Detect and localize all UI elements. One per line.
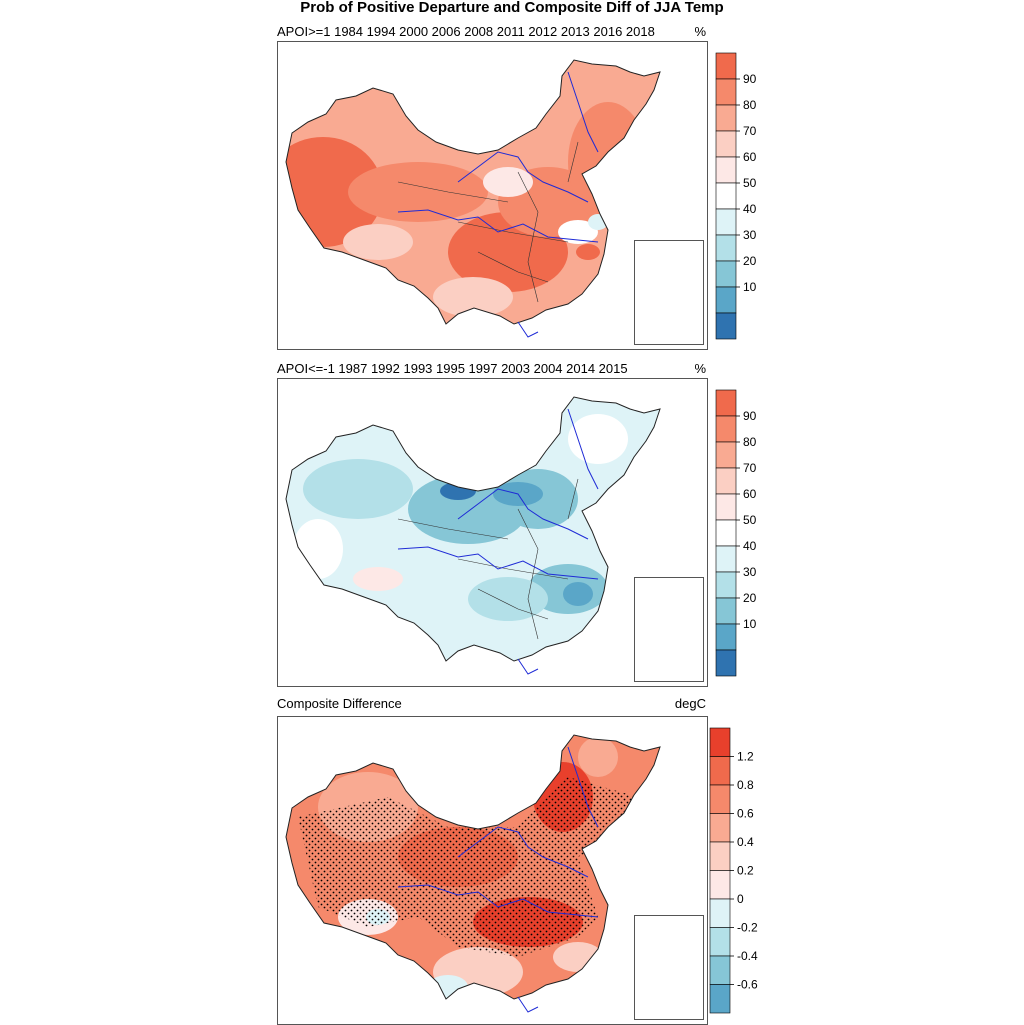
colorbar-tick-label: 70 bbox=[743, 461, 757, 475]
colorbar-tick-label: 50 bbox=[743, 513, 757, 527]
colorbar-segment bbox=[715, 234, 737, 262]
colorbar-segment bbox=[715, 415, 737, 443]
colorbar-segment bbox=[715, 545, 737, 573]
colorbar-tick-label: 40 bbox=[743, 539, 757, 553]
colorbar-tick-label: 0.4 bbox=[737, 835, 754, 849]
colorbar-segment bbox=[715, 493, 737, 521]
colorbar-segment bbox=[709, 927, 731, 957]
middle-south-sea-inset bbox=[634, 577, 704, 682]
colorbar-tick-label: 70 bbox=[743, 124, 757, 138]
colorbar-tick-label: -0.6 bbox=[737, 978, 758, 992]
colorbar-segment bbox=[715, 312, 737, 340]
colorbar-tick-label: 30 bbox=[743, 565, 757, 579]
top-colorbar: 90 80 70 60 50 40 30 20 10 bbox=[715, 52, 766, 340]
top-colorbar-svg: 90 80 70 60 50 40 30 20 10 bbox=[715, 52, 757, 340]
colorbar-tick-label: 0.8 bbox=[737, 778, 754, 792]
colorbar-tick-label: 10 bbox=[743, 280, 757, 294]
colorbar-tick-label: 20 bbox=[743, 591, 757, 605]
colorbar-segment bbox=[709, 813, 731, 843]
middle-panel-unit: % bbox=[694, 361, 706, 376]
colorbar-tick-label: 90 bbox=[743, 72, 757, 86]
top-panel-title: APOI>=1 1984 1994 2000 2006 2008 2011 20… bbox=[277, 24, 655, 39]
colorbar-segment bbox=[715, 519, 737, 547]
colorbar-tick-label: -0.2 bbox=[737, 921, 758, 935]
middle-colorbar: 90 80 70 60 50 40 30 20 10 bbox=[715, 389, 766, 677]
colorbar-segment bbox=[709, 898, 731, 928]
top-south-sea-inset bbox=[634, 240, 704, 345]
colorbar-segment bbox=[709, 784, 731, 814]
colorbar-segment bbox=[715, 52, 737, 80]
top-map bbox=[285, 59, 661, 338]
colorbar-segment bbox=[709, 756, 731, 786]
colorbar-tick-label: 0 bbox=[737, 892, 744, 906]
colorbar-tick-label: 50 bbox=[743, 176, 757, 190]
colorbar-segment bbox=[715, 571, 737, 599]
colorbar-segment bbox=[715, 260, 737, 288]
bottom-panel-unit: degC bbox=[674, 696, 706, 711]
colorbar-tick-label: 80 bbox=[743, 98, 757, 112]
colorbar-segment bbox=[715, 78, 737, 106]
top-map-panel bbox=[277, 41, 708, 350]
colorbar-segment bbox=[715, 597, 737, 625]
colorbar-segment bbox=[715, 208, 737, 236]
colorbar-tick-label: 0.2 bbox=[737, 864, 754, 878]
middle-map-panel bbox=[277, 378, 708, 687]
bottom-south-sea-inset bbox=[634, 915, 704, 1020]
colorbar-segment bbox=[715, 182, 737, 210]
colorbar-segment bbox=[715, 441, 737, 469]
colorbar-tick-label: 80 bbox=[743, 435, 757, 449]
colorbar-segment bbox=[715, 467, 737, 495]
colorbar-tick-label: 30 bbox=[743, 228, 757, 242]
colorbar-tick-label: 10 bbox=[743, 617, 757, 631]
bottom-map-panel bbox=[277, 716, 708, 1025]
colorbar-segment bbox=[715, 623, 737, 651]
bottom-map bbox=[285, 734, 661, 1013]
colorbar-segment bbox=[715, 156, 737, 184]
top-panel-unit: % bbox=[694, 24, 706, 39]
colorbar-tick-label: -0.4 bbox=[737, 949, 758, 963]
colorbar-segment bbox=[709, 984, 731, 1014]
bottom-panel-title: Composite Difference bbox=[277, 696, 402, 711]
colorbar-segment bbox=[709, 955, 731, 985]
colorbar-tick-label: 90 bbox=[743, 409, 757, 423]
colorbar-segment bbox=[715, 649, 737, 677]
bottom-colorbar-svg: 1.2 0.8 0.6 0.4 0.2 0 -0.2 -0.4 -0.6 bbox=[709, 727, 758, 1014]
middle-panel-title: APOI<=-1 1987 1992 1993 1995 1997 2003 2… bbox=[277, 361, 628, 376]
colorbar-segment bbox=[715, 104, 737, 132]
colorbar-tick-label: 20 bbox=[743, 254, 757, 268]
colorbar-tick-label: 60 bbox=[743, 150, 757, 164]
figure-title: Prob of Positive Departure and Composite… bbox=[300, 0, 724, 16]
bottom-colorbar: 1.2 0.8 0.6 0.4 0.2 0 -0.2 -0.4 -0.6 bbox=[709, 727, 760, 1014]
middle-map bbox=[285, 396, 661, 675]
middle-colorbar-svg: 90 80 70 60 50 40 30 20 10 bbox=[715, 389, 757, 677]
colorbar-segment bbox=[709, 870, 731, 900]
colorbar-segment bbox=[709, 841, 731, 871]
colorbar-segment bbox=[709, 727, 731, 757]
colorbar-tick-label: 40 bbox=[743, 202, 757, 216]
colorbar-tick-label: 60 bbox=[743, 487, 757, 501]
colorbar-tick-label: 0.6 bbox=[737, 807, 754, 821]
colorbar-segment bbox=[715, 130, 737, 158]
colorbar-tick-label: 1.2 bbox=[737, 750, 754, 764]
colorbar-segment bbox=[715, 389, 737, 417]
colorbar-segment bbox=[715, 286, 737, 314]
